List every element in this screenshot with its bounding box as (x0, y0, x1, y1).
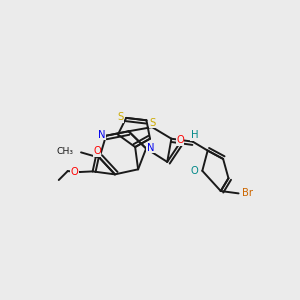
Text: N: N (98, 130, 106, 140)
Text: S: S (117, 112, 123, 122)
Text: O: O (191, 167, 199, 176)
Text: Br: Br (242, 188, 253, 198)
Text: H: H (190, 130, 198, 140)
Text: O: O (71, 167, 79, 177)
Text: O: O (176, 136, 184, 146)
Text: N: N (146, 142, 154, 153)
Text: CH₃: CH₃ (57, 147, 74, 156)
Text: S: S (149, 118, 156, 128)
Text: O: O (93, 146, 101, 157)
